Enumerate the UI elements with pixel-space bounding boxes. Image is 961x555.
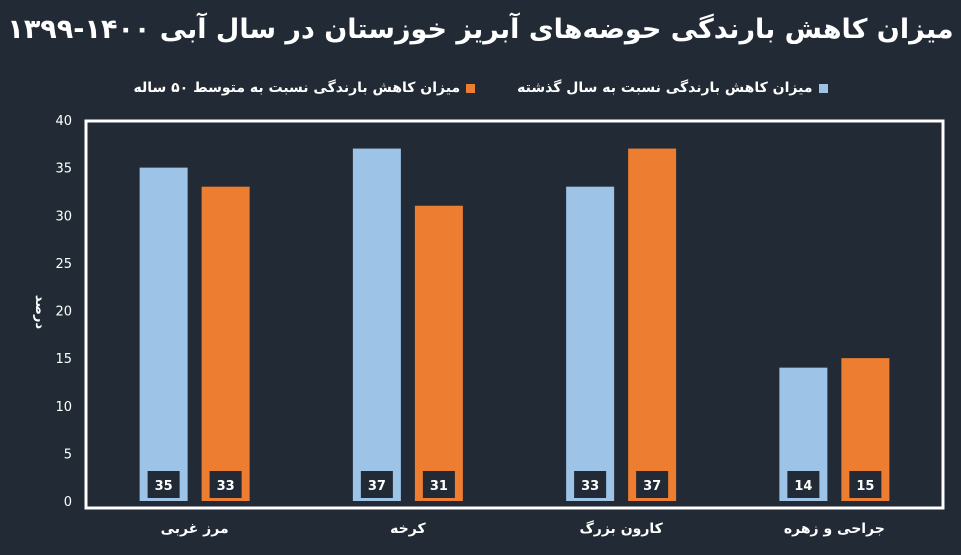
data-label: 15 <box>856 479 874 494</box>
category-label: جراحی و زهره <box>784 521 885 537</box>
category-label: کرخه <box>390 521 426 537</box>
y-tick-label: 10 <box>55 400 72 415</box>
y-tick-label: 15 <box>55 352 72 367</box>
y-tick-label: 40 <box>55 114 72 129</box>
legend-item-previous-year: میزان کاهش بارندگی نسبت به سال گذشته <box>517 80 828 96</box>
y-tick-label: 35 <box>55 162 72 177</box>
chart-legend: میزان کاهش بارندگی نسبت به سال گذشته میز… <box>0 80 961 96</box>
category-label: کارون بزرگ <box>579 520 663 537</box>
bar <box>566 186 615 502</box>
data-label: 37 <box>368 479 386 494</box>
bar <box>414 205 463 501</box>
bar <box>201 186 250 502</box>
data-label: 14 <box>794 479 812 494</box>
data-label-box <box>422 471 455 498</box>
y-tick-label: 25 <box>55 257 72 272</box>
bar <box>352 148 401 501</box>
legend-item-50-year-average: میزان کاهش بارندگی نسبت به متوسط ۵۰ ساله <box>133 80 476 96</box>
legend-label-50-year-average: میزان کاهش بارندگی نسبت به متوسط ۵۰ ساله <box>133 80 461 96</box>
data-label: 33 <box>217 479 235 494</box>
data-label: 35 <box>155 479 173 494</box>
data-label: 33 <box>581 479 599 494</box>
y-tick-label: 0 <box>64 495 72 510</box>
data-label-box <box>636 471 669 498</box>
data-label-box <box>147 471 180 498</box>
data-label: 31 <box>430 479 448 494</box>
category-labels: مرز غربی کرخه کارون بزرگ جراحی و زهره <box>161 520 885 537</box>
bars: 35 33 37 31 33 37 14 15 <box>139 148 890 502</box>
y-tick-label: 20 <box>55 305 72 320</box>
data-label-box <box>787 471 820 498</box>
category-label: مرز غربی <box>161 521 229 537</box>
y-axis-label: درصد <box>32 295 47 330</box>
bar <box>628 148 677 501</box>
data-label-box <box>849 471 882 498</box>
legend-swatch-50-year-average <box>466 83 476 93</box>
data-label-box <box>209 471 242 498</box>
legend-label-previous-year: میزان کاهش بارندگی نسبت به سال گذشته <box>517 80 813 96</box>
plot-area-border <box>84 119 945 510</box>
data-label-box <box>574 471 607 498</box>
y-axis-ticks: 0 5 10 15 20 25 30 35 40 <box>55 114 72 510</box>
chart-title: میزان کاهش بارندگی حوضه‌های آبریز خوزستا… <box>7 14 954 45</box>
y-tick-label: 5 <box>64 447 72 462</box>
legend-swatch-previous-year <box>818 83 828 93</box>
data-label: 37 <box>643 479 661 494</box>
y-tick-label: 30 <box>55 209 72 224</box>
data-label-box <box>360 471 393 498</box>
bar <box>139 167 188 501</box>
